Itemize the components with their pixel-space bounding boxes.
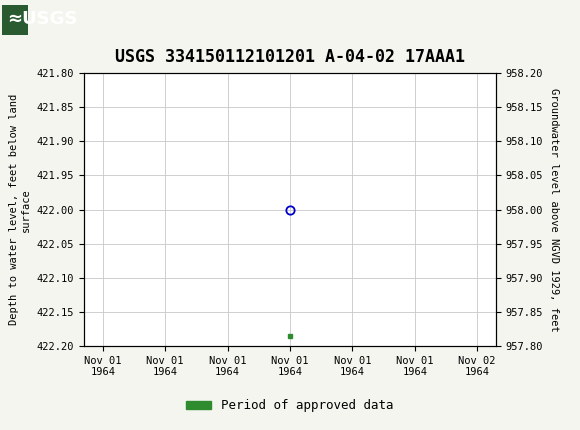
Text: ≈USGS: ≈USGS — [7, 10, 78, 28]
Text: USGS 334150112101201 A-04-02 17AAA1: USGS 334150112101201 A-04-02 17AAA1 — [115, 48, 465, 66]
FancyBboxPatch shape — [2, 5, 28, 35]
Y-axis label: Depth to water level, feet below land
surface: Depth to water level, feet below land su… — [9, 94, 31, 325]
Y-axis label: Groundwater level above NGVD 1929, feet: Groundwater level above NGVD 1929, feet — [549, 88, 559, 332]
Legend: Period of approved data: Period of approved data — [181, 394, 399, 417]
